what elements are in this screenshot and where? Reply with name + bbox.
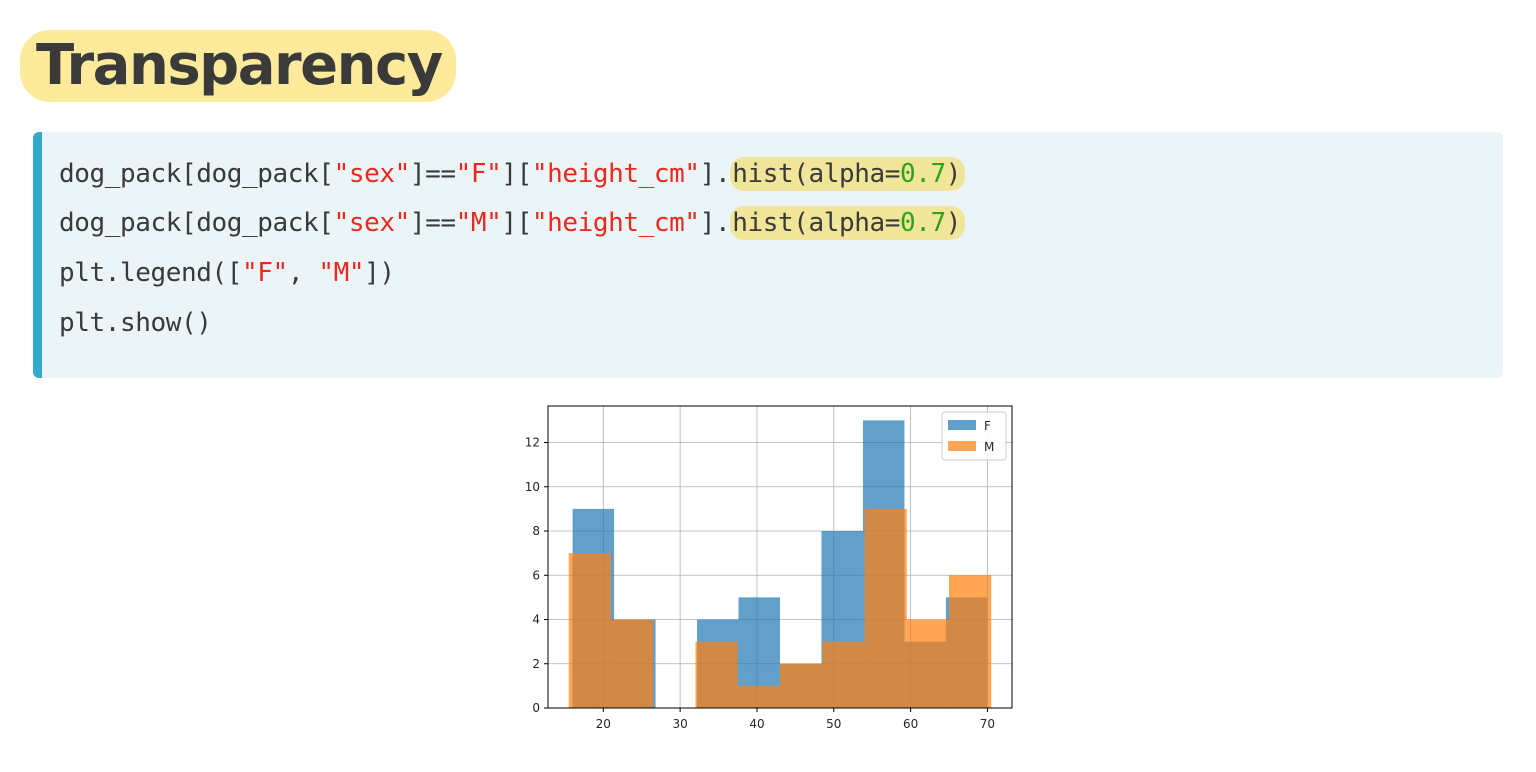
histogram-bar-m (780, 663, 823, 708)
histogram-bar-m (864, 508, 907, 708)
code-string: "M" (318, 258, 365, 288)
code-token: plt.show() (59, 308, 212, 338)
code-block: dog_pack[dog_pack["sex"]=="F"]["height_c… (33, 132, 1503, 378)
histogram-bar-m (610, 619, 654, 708)
code-number: 0.7 (900, 159, 946, 189)
code-string: "sex" (333, 159, 411, 189)
code-line-4: plt.show() (59, 302, 212, 344)
y-tick-label: 0 (532, 701, 540, 715)
legend-swatch-f (948, 420, 976, 430)
histogram-bar-m (568, 553, 611, 708)
page-title: Transparency (36, 33, 443, 98)
y-tick-label: 2 (532, 657, 540, 671)
y-tick-label: 10 (525, 480, 540, 494)
histogram-bar-m (695, 641, 738, 708)
x-tick-label: 30 (672, 717, 687, 731)
code-highlight: hist(alpha=0.7) (730, 206, 966, 240)
code-token: dog_pack[dog_pack[ (59, 159, 334, 189)
code-token: ]) (364, 258, 395, 288)
code-token: ]== (409, 159, 456, 189)
legend-label-m: M (984, 440, 994, 454)
code-token: , (287, 258, 319, 288)
legend-box (941, 411, 1007, 461)
code-token: ][ (501, 208, 532, 238)
histogram-bar-m (737, 685, 780, 708)
code-line-1: dog_pack[dog_pack["sex"]=="F"]["height_c… (59, 153, 966, 195)
code-string: "sex" (333, 208, 411, 238)
code-token: plt.legend([ (59, 258, 243, 288)
code-token: ]== (409, 208, 456, 238)
code-number: 0.7 (900, 208, 946, 238)
code-string: "height_cm" (531, 208, 700, 238)
code-token: ]. (699, 159, 731, 189)
code-string: "M" (455, 208, 502, 238)
code-string: "F" (242, 258, 288, 288)
code-line-3: plt.legend(["F", "M"]) (59, 252, 395, 294)
code-token: ][ (501, 159, 532, 189)
axes: 20 30 40 50 60 70 0 2 4 6 8 10 12 (525, 405, 1013, 731)
legend-swatch-m (948, 441, 976, 451)
x-tick-label: 60 (903, 717, 918, 731)
histogram-bar-m (906, 619, 950, 708)
x-tick-label: 20 (596, 717, 611, 731)
histogram-bar-m (949, 575, 992, 708)
title-highlight: Transparency (20, 30, 456, 102)
histogram-chart: 20 30 40 50 60 70 0 2 4 6 8 10 12 FM (525, 405, 1013, 731)
x-tick-label: 40 (749, 717, 764, 731)
code-token: hist(alpha= (732, 208, 900, 238)
legend-label-f: F (984, 419, 991, 433)
code-highlight: hist(alpha=0.7) (730, 157, 966, 191)
code-string: "height_cm" (531, 159, 700, 189)
code-token: ) (945, 208, 962, 238)
histogram-bar-m (822, 641, 865, 708)
code-string: "F" (455, 159, 502, 189)
legend: FM (941, 411, 1007, 461)
code-token: dog_pack[dog_pack[ (59, 208, 334, 238)
code-token: hist(alpha= (732, 159, 900, 189)
histogram-bars (568, 420, 992, 708)
x-tick-label: 50 (826, 717, 841, 731)
code-token: ) (945, 159, 962, 189)
code-line-2: dog_pack[dog_pack["sex"]=="M"]["height_c… (59, 202, 966, 244)
y-tick-label: 8 (532, 524, 540, 538)
x-tick-label: 70 (980, 717, 995, 731)
code-token: ]. (699, 208, 731, 238)
y-tick-label: 6 (532, 568, 540, 582)
plot-frame (547, 405, 1013, 709)
y-tick-label: 4 (532, 613, 540, 627)
y-tick-label: 12 (525, 436, 540, 450)
